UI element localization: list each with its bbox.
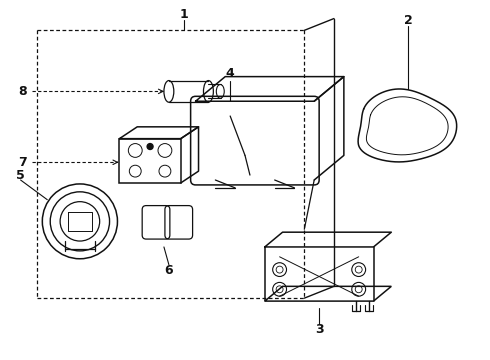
Text: 1: 1 [179,8,188,21]
Text: 8: 8 [18,85,27,98]
Text: 4: 4 [226,67,235,80]
Text: 2: 2 [404,14,413,27]
Text: 5: 5 [16,168,25,181]
Bar [120,139,181,183]
Text: 6: 6 [165,264,173,277]
Circle shape [147,144,153,149]
Text: 7: 7 [18,156,27,169]
Text: 3: 3 [315,323,323,336]
